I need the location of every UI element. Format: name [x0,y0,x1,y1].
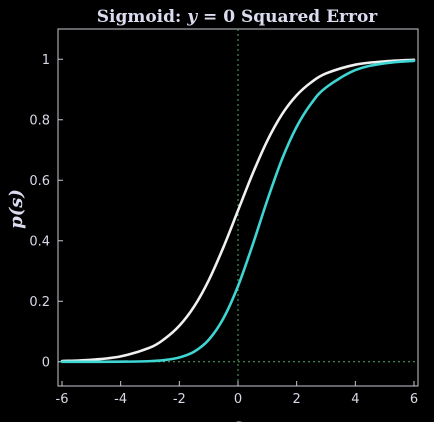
x-tick-label: 2 [293,392,301,407]
x-tick-label: 4 [351,392,359,407]
y-tick-label: 1 [42,53,50,68]
series-line-1 [60,58,416,363]
chart-title: Sigmoid: y = 0 Squared Error [97,7,379,27]
x-tick-label: -4 [114,392,127,407]
x-axis-label: s [232,415,242,422]
x-tick-label: -2 [173,392,186,407]
y-tick-label: 0.4 [29,234,50,249]
chart-title-prefix: Sigmoid: [97,7,188,27]
x-tick-label: 6 [410,392,418,407]
y-tick-label: 0.6 [29,174,50,189]
y-tick-label: 0.2 [29,295,50,310]
series-line-2 [60,59,416,364]
y-tick-label: 0.8 [29,113,50,128]
x-tick-label: 0 [234,392,242,407]
y-tick-label: 0 [42,355,50,370]
chart-title-suffix: = 0 Squared Error [197,7,378,27]
y-axis-label: p(s) [6,189,27,229]
x-tick-label: -6 [56,392,69,407]
chart-title-variable: y [186,7,198,27]
plot-area: -6 -4 -2 0 2 4 6 0 0.2 0.4 0.6 0.8 1 [29,28,419,407]
